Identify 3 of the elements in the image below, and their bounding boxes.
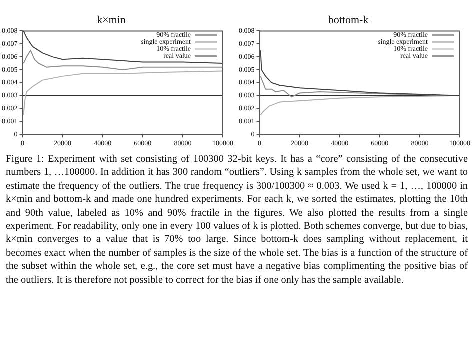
chart-title: bottom-k [328,14,370,26]
text: Figure 1: Experiment with set consisting of 100300 32-bit keys. It has a “core” consisting of the consecutive numbers 1, …100000. In addition it has 300 random “outliers”. Using k samples from the whole set, we want to estimate the frequency of the outliers. The true frequency is 300/100300 ≈ 0.003. We used k = 1, …, 100000 in k×min and bottom-k and made one hundred experiments. For each k, we sorted the estimates, plotting the 10th and 90th value, labeled as 10% and 90% fractile in the figures. We also plotted the results from a single experiment. For readability, only one in every 100 values of k is plotted. Both schemes converge, but due to bias, k×min converges to a value that is 70% too large. Since bottom-k does sampling without replacement, it becomes exact when the number of samples is the size of the whole set. The bias is a function of the structure of the subset within the whole set, e.g., the core set must have a negative bias complimenting the positive bias of the outliers. It is therefore not possible to correct for the bias if one only has the sample available. [6,154,468,286]
chart-title: k×min [97,14,126,26]
